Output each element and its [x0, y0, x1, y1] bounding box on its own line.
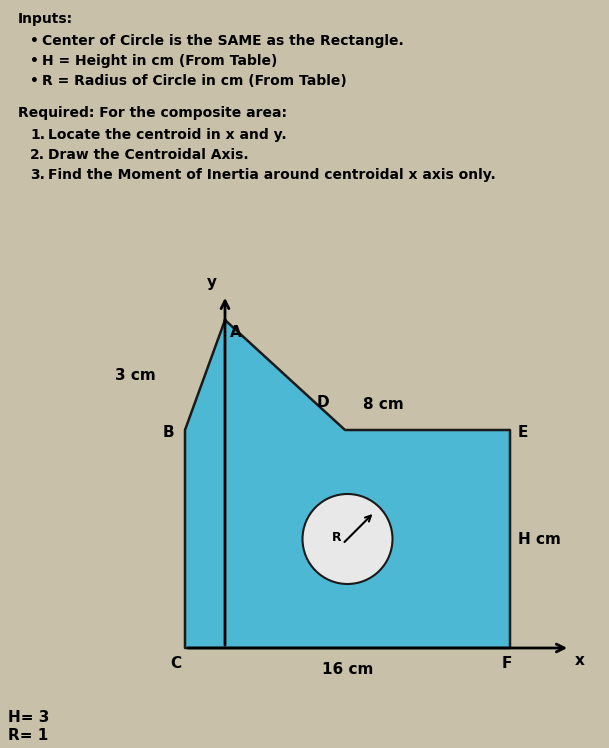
Text: Draw the Centroidal Axis.: Draw the Centroidal Axis. [48, 148, 248, 162]
Text: 1.: 1. [30, 128, 45, 142]
Text: B: B [163, 425, 175, 440]
Text: •: • [30, 54, 39, 68]
Text: 3 cm: 3 cm [115, 367, 156, 382]
Text: •: • [30, 74, 39, 88]
Text: Find the Moment of Inertia around centroidal x axis only.: Find the Moment of Inertia around centro… [48, 168, 496, 182]
Text: Locate the centroid in x and y.: Locate the centroid in x and y. [48, 128, 287, 142]
Text: 3.: 3. [30, 168, 45, 182]
Text: H= 3: H= 3 [8, 710, 49, 725]
Text: D: D [317, 395, 329, 410]
Text: 8 cm: 8 cm [363, 397, 404, 412]
Text: F: F [502, 656, 512, 671]
Circle shape [303, 494, 392, 584]
Text: Required: For the composite area:: Required: For the composite area: [18, 106, 287, 120]
Text: •: • [30, 34, 39, 48]
Text: 16 cm: 16 cm [322, 662, 373, 677]
Text: y: y [207, 275, 217, 290]
Text: 2.: 2. [30, 148, 45, 162]
Text: R= 1: R= 1 [8, 728, 48, 743]
Text: R = Radius of Circle in cm (From Table): R = Radius of Circle in cm (From Table) [42, 74, 347, 88]
Text: H cm: H cm [518, 532, 561, 547]
Text: H = Height in cm (From Table): H = Height in cm (From Table) [42, 54, 277, 68]
Text: E: E [518, 425, 529, 440]
Polygon shape [185, 320, 510, 648]
Text: x: x [575, 653, 585, 668]
Text: Inputs:: Inputs: [18, 12, 73, 26]
Text: R: R [331, 531, 341, 544]
Text: Center of Circle is the SAME as the Rectangle.: Center of Circle is the SAME as the Rect… [42, 34, 404, 48]
Text: C: C [170, 656, 181, 671]
Text: A: A [230, 325, 242, 340]
